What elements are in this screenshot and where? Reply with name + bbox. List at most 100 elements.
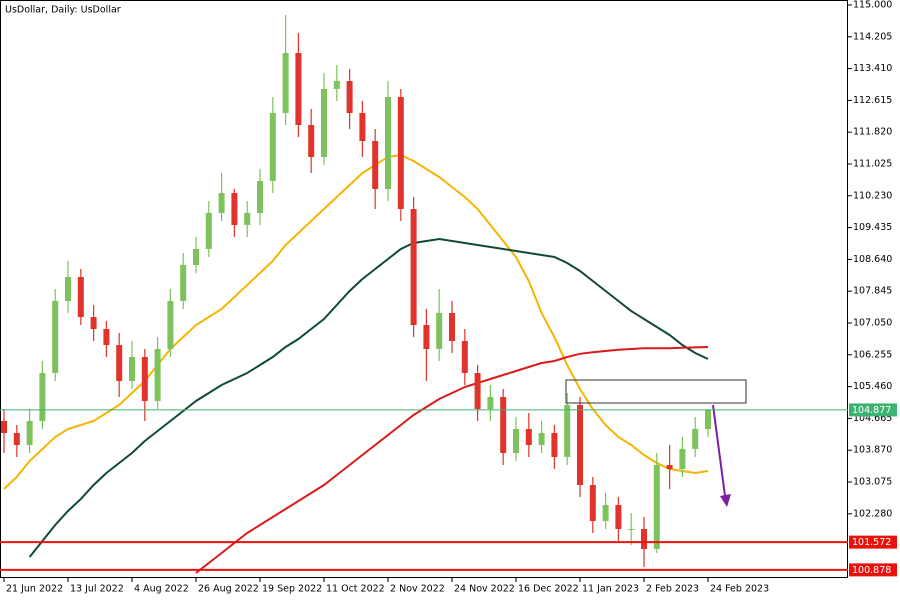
candle-body — [641, 529, 647, 549]
y-tick-label: 111.820 — [853, 127, 892, 138]
ma-line — [28, 237, 709, 558]
candle-body — [666, 465, 673, 469]
price-label: 101.572 — [852, 537, 891, 548]
x-tick-label: 11 Oct 2022 — [326, 584, 385, 595]
candle-body — [346, 81, 353, 113]
candle-body — [141, 357, 148, 401]
x-tick-label: 2 Feb 2023 — [646, 584, 699, 595]
y-tick-label: 108.640 — [853, 254, 892, 265]
x-tick-label: 24 Nov 2022 — [454, 584, 515, 595]
price-label-box — [849, 563, 897, 577]
candle-body — [295, 53, 302, 125]
candle-body — [77, 277, 84, 317]
candle-body — [538, 433, 545, 445]
x-tick-label: 4 Aug 2022 — [134, 584, 189, 595]
candle-body — [180, 265, 187, 301]
y-tick-label: 104.665 — [853, 413, 892, 424]
candle-body — [13, 433, 20, 445]
y-tick-label: 107.050 — [853, 318, 892, 329]
candle-body — [449, 313, 455, 341]
candle-body — [692, 429, 699, 449]
plot-area — [1, 15, 711, 574]
candle-body — [65, 277, 71, 301]
y-tick-label: 103.870 — [853, 445, 892, 456]
arrow-head — [720, 494, 731, 507]
ma-line — [3, 153, 709, 490]
x-tick-label: 21 Jun 2022 — [6, 584, 63, 595]
candle-body — [487, 397, 494, 409]
candle-body — [52, 301, 59, 373]
y-tick-label: 110.230 — [853, 190, 892, 201]
y-tick-label: 107.845 — [853, 286, 892, 297]
candle-body — [282, 53, 289, 113]
candle-body — [269, 113, 276, 181]
y-tick-label: 102.280 — [853, 508, 892, 519]
x-tick-label: 2 Nov 2022 — [390, 584, 445, 595]
candle-body — [500, 397, 507, 453]
candle-body — [679, 449, 686, 469]
candle-body — [602, 505, 609, 521]
candle-body — [321, 89, 327, 157]
x-tick-label: 16 Dec 2022 — [518, 584, 579, 595]
x-tick-label: 13 Jul 2022 — [70, 584, 124, 595]
y-tick-label: 114.205 — [853, 31, 892, 42]
y-tick-label: 111.025 — [853, 159, 892, 170]
price-label: 104.877 — [852, 405, 891, 416]
zone-box — [565, 379, 747, 404]
candle-body — [653, 465, 660, 549]
candle-body — [359, 113, 366, 141]
candle-body — [474, 373, 481, 409]
candle-body — [589, 485, 596, 521]
y-tick-label: 103.075 — [853, 477, 892, 488]
price-label: 100.878 — [852, 565, 891, 576]
candle-body — [167, 301, 174, 349]
y-tick-label: 106.255 — [853, 349, 892, 360]
candle-body — [423, 325, 430, 349]
candle-body — [90, 317, 97, 329]
candle-body — [26, 421, 33, 445]
candle-body — [154, 349, 161, 401]
candle-body — [193, 249, 199, 265]
candle-body — [231, 193, 238, 225]
price-label-box — [849, 535, 897, 549]
candle-body — [39, 373, 46, 421]
x-tick-label: 24 Feb 2023 — [710, 584, 769, 595]
y-tick-label: 105.460 — [853, 381, 892, 392]
candle-body — [257, 181, 263, 213]
candle-body — [333, 81, 340, 89]
candle-body — [205, 213, 212, 249]
candle-body — [308, 125, 315, 157]
candle-body — [525, 429, 532, 445]
y-tick-label: 112.615 — [853, 95, 892, 106]
candle-body — [372, 141, 379, 189]
ma-line — [195, 346, 709, 574]
plot-frame — [0, 0, 848, 578]
candle-body — [513, 429, 519, 453]
candle-body — [551, 433, 558, 457]
arrow-shaft — [712, 404, 726, 497]
candle-body — [564, 405, 571, 457]
candle-body — [244, 213, 251, 225]
y-tick-label: 109.435 — [853, 222, 892, 233]
candle-body — [218, 193, 225, 213]
x-tick-label: 11 Jan 2023 — [582, 584, 639, 595]
y-tick-label: 113.410 — [853, 63, 892, 74]
candle-body — [116, 345, 123, 381]
candle-body — [436, 313, 443, 349]
candle-body — [129, 357, 135, 381]
candle-body — [103, 329, 110, 345]
candle-body — [397, 97, 404, 209]
candle-body — [615, 505, 622, 529]
candle-body — [410, 209, 417, 325]
candle-body — [461, 341, 468, 373]
chart-title: UsDollar, Daily: UsDollar — [5, 5, 121, 16]
x-tick-label: 19 Sep 2022 — [262, 584, 322, 595]
y-tick-label: 115.000 — [853, 0, 892, 11]
price-label-box — [849, 403, 897, 417]
candle-body — [1, 421, 7, 433]
x-tick-label: 26 Aug 2022 — [198, 584, 259, 595]
candle-body — [628, 529, 635, 530]
candle-body — [577, 405, 583, 485]
